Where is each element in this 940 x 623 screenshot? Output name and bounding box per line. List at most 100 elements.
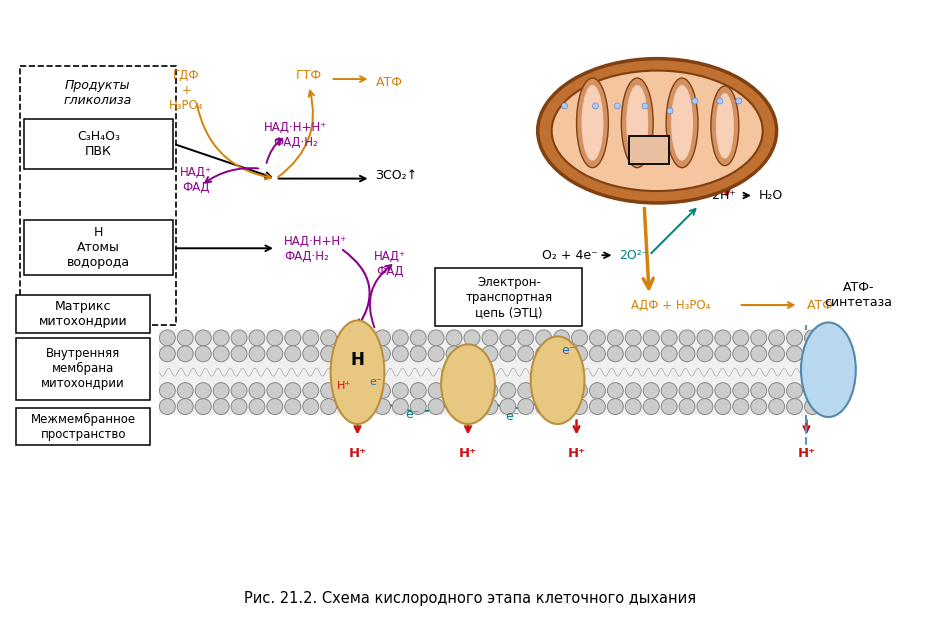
Circle shape: [303, 346, 319, 362]
Ellipse shape: [331, 320, 384, 424]
Circle shape: [338, 383, 354, 399]
Circle shape: [464, 346, 480, 362]
Circle shape: [267, 330, 283, 346]
Circle shape: [285, 346, 301, 362]
Circle shape: [643, 383, 659, 399]
Circle shape: [160, 330, 176, 346]
Circle shape: [805, 346, 821, 362]
Circle shape: [518, 383, 534, 399]
Text: Н⁺: Н⁺: [797, 447, 816, 460]
Circle shape: [429, 346, 444, 362]
Circle shape: [356, 330, 372, 346]
Circle shape: [661, 346, 677, 362]
Circle shape: [482, 383, 498, 399]
Circle shape: [213, 383, 229, 399]
Circle shape: [303, 383, 319, 399]
Circle shape: [607, 383, 623, 399]
Circle shape: [410, 330, 426, 346]
Circle shape: [607, 399, 623, 414]
Circle shape: [285, 383, 301, 399]
Circle shape: [615, 98, 620, 104]
Circle shape: [429, 383, 444, 399]
Circle shape: [464, 383, 480, 399]
Text: ГДФ
+
Н₃РО₄: ГДФ + Н₃РО₄: [169, 69, 204, 112]
Text: Матрикс
митохондрии: Матрикс митохондрии: [39, 300, 128, 328]
Circle shape: [392, 399, 408, 414]
Circle shape: [625, 399, 641, 414]
Circle shape: [572, 346, 588, 362]
Circle shape: [625, 330, 641, 346]
Bar: [160, 330, 837, 414]
Text: ЗСО₂↑: ЗСО₂↑: [375, 169, 417, 182]
Text: АТФ-
синтетаза: АТФ- синтетаза: [824, 281, 892, 309]
Circle shape: [787, 399, 803, 414]
Circle shape: [196, 383, 212, 399]
Circle shape: [536, 346, 552, 362]
Circle shape: [589, 399, 605, 414]
Bar: [24, 221, 173, 275]
Circle shape: [178, 330, 194, 346]
Circle shape: [338, 399, 354, 414]
Circle shape: [679, 346, 695, 362]
Circle shape: [392, 346, 408, 362]
Circle shape: [536, 330, 552, 346]
Circle shape: [446, 330, 462, 346]
Circle shape: [500, 330, 516, 346]
Circle shape: [356, 346, 372, 362]
Text: Продукты
гликолиза: Продукты гликолиза: [64, 79, 132, 107]
Circle shape: [249, 346, 265, 362]
Circle shape: [697, 383, 713, 399]
Circle shape: [787, 383, 803, 399]
Circle shape: [751, 346, 767, 362]
Circle shape: [500, 346, 516, 362]
Circle shape: [446, 399, 462, 414]
Circle shape: [160, 346, 176, 362]
Circle shape: [374, 330, 390, 346]
Circle shape: [715, 383, 730, 399]
Circle shape: [267, 399, 283, 414]
Circle shape: [500, 399, 516, 414]
Circle shape: [733, 399, 749, 414]
Ellipse shape: [441, 345, 494, 424]
Text: Межмембранное
пространство: Межмембранное пространство: [31, 412, 135, 440]
Text: Н⁺: Н⁺: [459, 447, 478, 460]
Circle shape: [572, 399, 588, 414]
Circle shape: [733, 346, 749, 362]
Circle shape: [554, 346, 570, 362]
Circle shape: [196, 346, 212, 362]
Text: H₂O: H₂O: [759, 189, 783, 202]
Circle shape: [751, 399, 767, 414]
Circle shape: [733, 383, 749, 399]
Circle shape: [321, 383, 337, 399]
Circle shape: [482, 346, 498, 362]
Circle shape: [518, 346, 534, 362]
Text: АТФ: АТФ: [807, 298, 834, 312]
Text: O²⁻ + 2H⁺: O²⁻ + 2H⁺: [672, 189, 736, 202]
Circle shape: [607, 346, 623, 362]
Circle shape: [410, 399, 426, 414]
Circle shape: [500, 383, 516, 399]
Circle shape: [178, 346, 194, 362]
Circle shape: [717, 108, 723, 114]
Circle shape: [554, 330, 570, 346]
Circle shape: [589, 383, 605, 399]
Circle shape: [554, 399, 570, 414]
Bar: [16, 338, 150, 399]
Circle shape: [410, 383, 426, 399]
Circle shape: [661, 399, 677, 414]
Text: Н⁺: Н⁺: [337, 381, 351, 391]
Text: НАД⁺
ФАД: НАД⁺ ФАД: [374, 250, 406, 278]
Circle shape: [697, 399, 713, 414]
Text: Рис. 21.2. Схема кислородного этапа клеточного дыхания: Рис. 21.2. Схема кислородного этапа клет…: [244, 591, 696, 606]
Circle shape: [160, 399, 176, 414]
Circle shape: [267, 346, 283, 362]
Circle shape: [625, 346, 641, 362]
Text: Н
Атомы
водорода: Н Атомы водорода: [67, 226, 131, 269]
Circle shape: [356, 383, 372, 399]
Circle shape: [429, 399, 444, 414]
Circle shape: [751, 330, 767, 346]
Text: e⁻: e⁻: [405, 407, 419, 421]
Circle shape: [715, 346, 730, 362]
Text: АДФ + Н₃РО₄: АДФ + Н₃РО₄: [632, 298, 711, 312]
Circle shape: [805, 330, 821, 346]
